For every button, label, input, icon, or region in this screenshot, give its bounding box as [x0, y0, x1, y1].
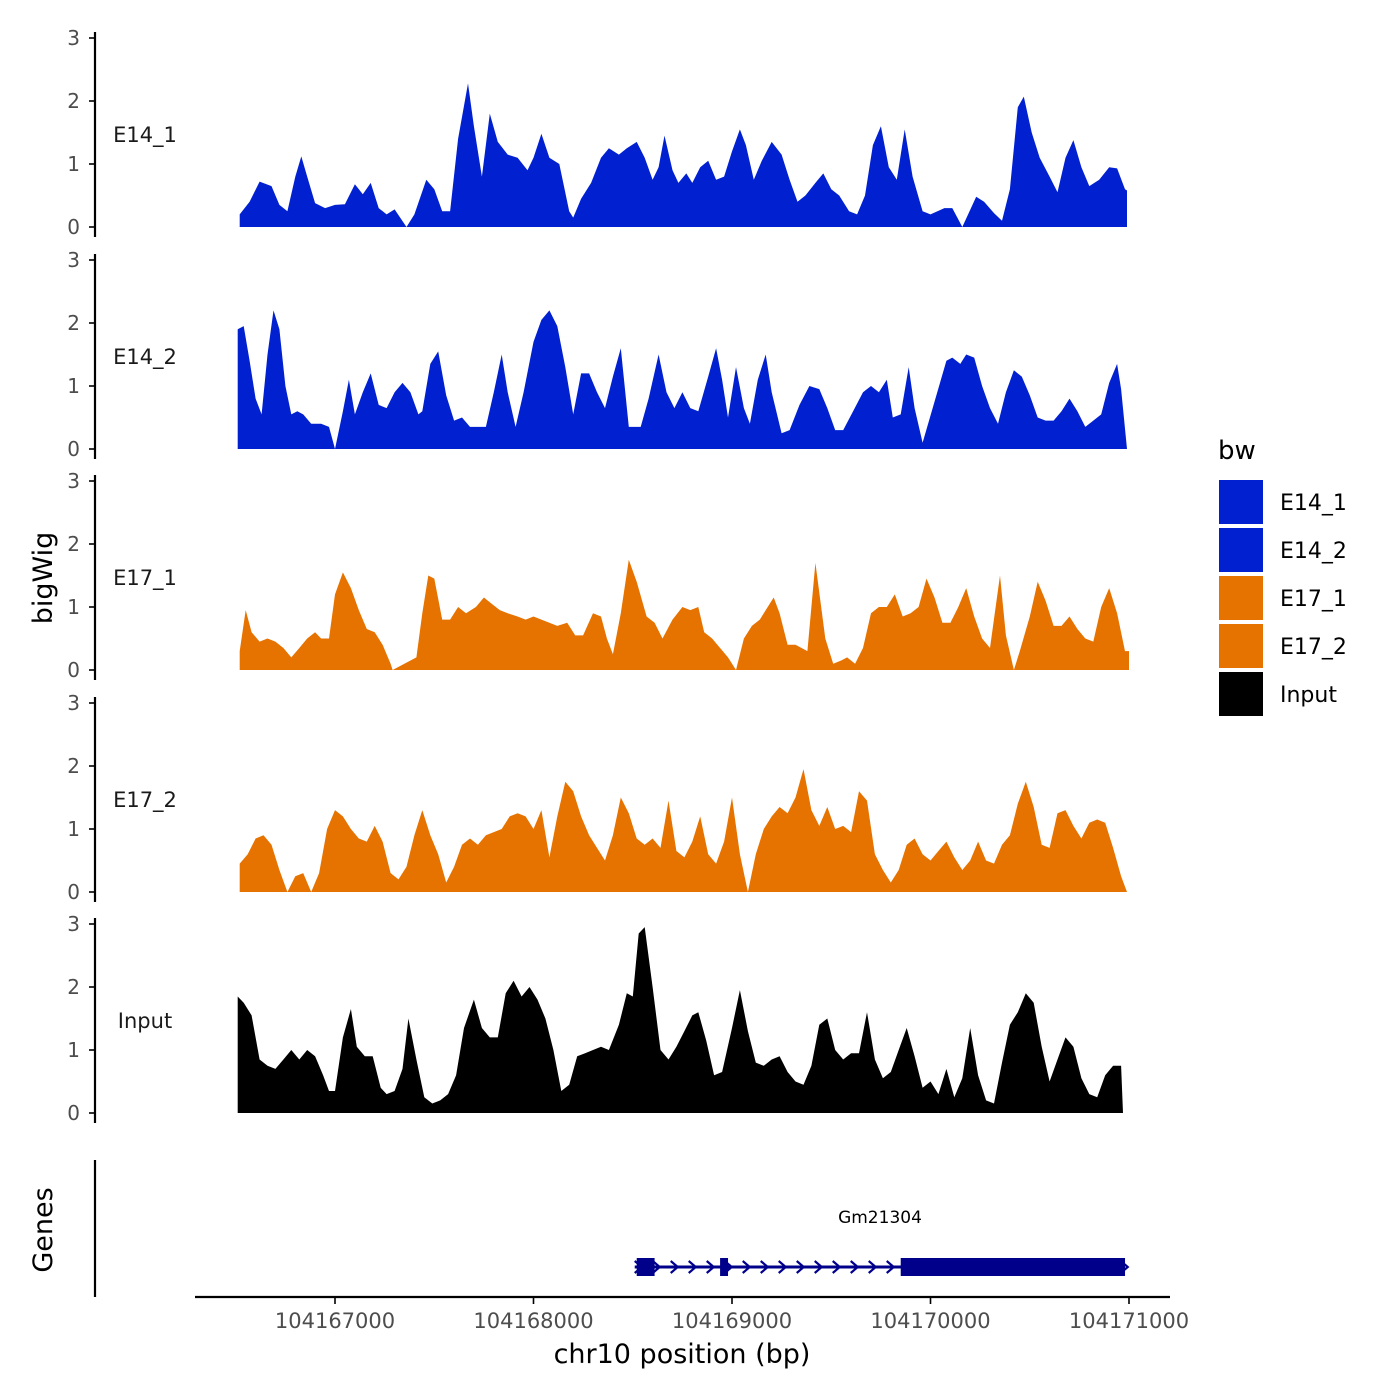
strand-arrow: [796, 1260, 806, 1274]
genes-track: Genes Gm21304: [28, 1160, 1130, 1297]
signal-area-E17_1: [239, 559, 1129, 670]
strand-arrow: [688, 1260, 698, 1274]
gene-exon: [900, 1258, 1126, 1276]
signal-area-E17_2: [239, 769, 1127, 892]
track-Input: 0 1 2 3 Input: [67, 912, 1123, 1125]
strand-arrow: [778, 1260, 788, 1274]
y-tick-label: 0: [67, 880, 80, 904]
y-tick-label: 1: [67, 1038, 80, 1062]
x-axis-label: chr10 position (bp): [554, 1339, 811, 1370]
signal-area-Input: [237, 927, 1123, 1113]
track-label: E14_2: [113, 345, 177, 370]
track-E17_1: 0 1 2 3 E17_1: [67, 469, 1129, 682]
x-tick-label: 104169000: [672, 1309, 792, 1333]
legend-label: E17_1: [1280, 587, 1347, 612]
legend-swatch: [1219, 624, 1263, 668]
legend-swatch: [1219, 528, 1263, 572]
track-label: E17_2: [113, 788, 177, 813]
gene-exon: [720, 1258, 729, 1276]
signal-area-E14_1: [239, 83, 1127, 228]
y-tick-label: 2: [67, 89, 80, 113]
y-tick-label: 1: [67, 152, 80, 176]
y-axis-label: bigWig: [28, 532, 59, 625]
strand-arrow: [850, 1260, 860, 1274]
signal-area-E14_2: [237, 310, 1127, 449]
y-tick-label: 0: [67, 215, 80, 239]
legend-label: E14_1: [1280, 491, 1347, 516]
legend-label: Input: [1280, 683, 1337, 708]
strand-arrow: [814, 1260, 824, 1274]
x-axis: 104167000 104168000 104169000 104170000 1041…: [195, 1295, 1189, 1333]
legend-label: E14_2: [1280, 539, 1347, 564]
x-tick-label: 104170000: [870, 1309, 990, 1333]
track-label: E14_1: [113, 123, 177, 148]
strand-arrow: [760, 1260, 770, 1274]
x-tick-label: 104168000: [473, 1309, 593, 1333]
track-E14_2: 0 1 2 3 E14_2: [67, 248, 1127, 461]
strand-arrow: [886, 1260, 896, 1274]
legend-swatch: [1219, 672, 1263, 716]
strand-arrow: [706, 1260, 716, 1274]
y-tick-label: 1: [67, 817, 80, 841]
y-tick-label: 2: [67, 975, 80, 999]
tracks-area: 0 1 2 3 E14_1 0 1 2 3 E14_2 0 1 2 3 E17_1 0 1 2 3 E17_2 0 1 2 3…: [67, 26, 1129, 1125]
legend-swatch: [1219, 576, 1263, 620]
strand-arrow: [742, 1260, 752, 1274]
legend-label: E17_2: [1280, 635, 1347, 660]
y-tick-label: 0: [67, 658, 80, 682]
x-tick-label: 104167000: [275, 1309, 395, 1333]
gene-name-label: Gm21304: [838, 1208, 922, 1228]
y-tick-label: 0: [67, 437, 80, 461]
legend-title: bw: [1218, 436, 1256, 466]
strand-arrow: [868, 1260, 878, 1274]
y-tick-label: 3: [67, 691, 80, 715]
track-label: Input: [118, 1009, 172, 1033]
y-tick-label: 1: [67, 374, 80, 398]
y-tick-label: 2: [67, 754, 80, 778]
genes-track-label: Genes: [28, 1187, 59, 1272]
y-tick-label: 1: [67, 595, 80, 619]
y-tick-label: 3: [67, 912, 80, 936]
y-tick-label: 3: [67, 26, 80, 50]
y-tick-label: 3: [67, 469, 80, 493]
legend: bw E14_1 E14_2 E17_1 E17_2 Input: [1218, 436, 1347, 716]
y-tick-label: 2: [67, 532, 80, 556]
gene-exon: [636, 1258, 655, 1276]
legend-swatch: [1219, 480, 1263, 524]
y-tick-label: 3: [67, 248, 80, 272]
track-E14_1: 0 1 2 3 E14_1: [67, 26, 1127, 239]
x-tick-label: 104171000: [1069, 1309, 1189, 1333]
track-label: E17_1: [113, 566, 177, 591]
strand-arrow: [652, 1260, 662, 1274]
track-E17_2: 0 1 2 3 E17_2: [67, 691, 1127, 904]
strand-arrow: [832, 1260, 842, 1274]
strand-arrow: [670, 1260, 680, 1274]
y-tick-label: 0: [67, 1101, 80, 1125]
y-tick-label: 2: [67, 311, 80, 335]
